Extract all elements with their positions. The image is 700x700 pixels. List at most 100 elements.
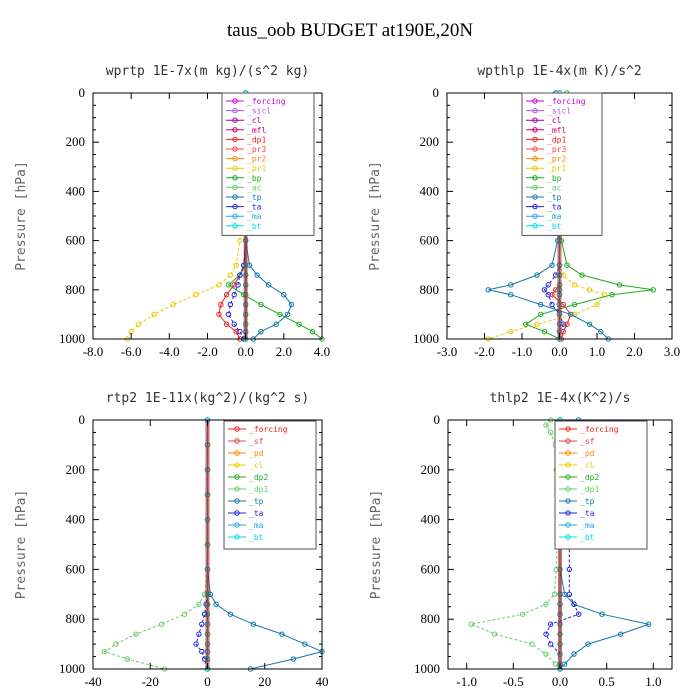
x-tick-label: -6.0 [121,344,142,359]
y-tick-label: 1000 [59,331,85,346]
legend-swatch-marker [532,194,538,200]
legend-box [221,92,315,236]
data-point [159,621,165,627]
chart-panel-thlp2: thlp2 1E-4x(K^2)/s Pressure [hPa] -1.0 -0.5… [369,391,673,689]
legend-label: _ta [249,509,264,518]
legend-label: _pr2 [547,155,566,164]
x-tick-label: -2.0 [474,344,495,359]
legend-swatch-marker [232,165,238,171]
legend-swatch-marker [234,522,240,528]
data-point [579,272,585,278]
legend-swatch-marker [532,213,538,219]
data-point [468,621,475,627]
data-point [284,311,291,318]
data-point [523,321,529,327]
legend-swatch-marker [565,450,571,456]
data-point [564,262,570,268]
data-point [277,311,283,318]
data-point [216,311,222,318]
y-tick-label: 400 [66,512,86,527]
y-tick-label: 800 [421,611,441,626]
data-point [223,321,230,327]
data-point [599,611,605,617]
data-point [549,292,555,298]
x-tick-label: 3.0 [664,344,680,359]
data-point [586,287,593,293]
legend-swatch-marker [532,117,538,123]
y-axis-label: Pressure [hPa] [14,161,29,271]
y-tick-label: 0 [79,412,86,427]
x-tick-label: 0.5 [599,674,615,689]
y-tick-label: 1000 [414,661,440,676]
legend-swatch-marker [532,127,538,133]
data-point [538,311,544,318]
chart-panel-rtp2: rtp2 1E-11x(kg^2)/(kg^2 s) Pressure [hPa]… [14,391,329,689]
data-point [233,328,239,335]
legend-label: _cl [547,116,562,125]
panel-title: thlp2 1E-4x(K^2)/s [490,391,631,406]
x-tick-label: -2.0 [197,344,218,359]
legend-swatch-marker [565,438,571,444]
legend-label: _sf [580,437,595,446]
legend-label: _cl [247,116,262,125]
data-point [549,301,555,308]
legend-label: _forcing [547,97,586,106]
x-tick-label: -3.0 [437,344,458,359]
data-point [288,301,295,308]
data-point [586,321,593,327]
legend-swatch-marker [232,213,238,219]
legend-label: _pr1 [547,164,566,173]
legend-label: _mfl [247,126,266,135]
x-tick-label: -4.0 [159,344,180,359]
legend-swatch-marker [565,486,571,492]
legend-box [521,92,603,236]
data-point [227,611,234,617]
y-tick-label: 400 [66,183,86,198]
y-tick-label: 200 [420,134,440,149]
legend-swatch-marker [232,136,238,143]
x-tick-label: 40 [316,674,329,689]
data-point [609,292,615,298]
legend-swatch-marker [232,175,238,181]
data-point [564,321,570,327]
legend-label: _tp [580,497,595,506]
legend-swatch-marker [565,534,571,540]
legend-label: _ac [247,183,262,192]
data-point [541,287,548,293]
x-tick-label: 2.0 [626,344,642,359]
data-point [227,272,234,278]
y-axis-label: Pressure [hPa] [368,161,383,271]
y-tick-label: 200 [66,462,86,477]
x-tick-label: 0.0 [552,674,568,689]
legend-swatch-marker [232,127,238,133]
data-point [571,651,577,657]
data-point [571,282,578,288]
legend-label: _bt [547,222,562,231]
y-tick-label: 1000 [59,661,85,676]
data-point [237,272,243,278]
legend-label: _forcing [247,97,286,106]
legend-label: _tp [247,193,262,202]
data-point [309,328,316,335]
legend-swatch-marker [234,534,240,540]
legend-label: _dp1 [547,135,566,144]
data-point [566,566,573,573]
legend-label: _ta [580,509,595,518]
data-point [231,292,237,298]
series-line-dp1 [103,420,208,670]
data-point [529,641,535,647]
legend-swatch-marker [532,223,538,229]
data-point [193,292,199,298]
data-point [281,292,287,298]
legend-swatch-marker [532,155,538,162]
legend-swatch-marker [232,223,238,229]
legend-label: _dp1 [247,135,266,144]
legend-label: _dp1 [580,485,599,494]
legend-swatch-marker [565,474,571,480]
data-point [543,422,549,428]
legend-label: _pr1 [247,164,266,173]
legend-swatch-marker [232,98,238,104]
data-point [645,621,652,627]
legend-swatch-marker [565,510,571,516]
legend-swatch-marker [565,498,571,504]
